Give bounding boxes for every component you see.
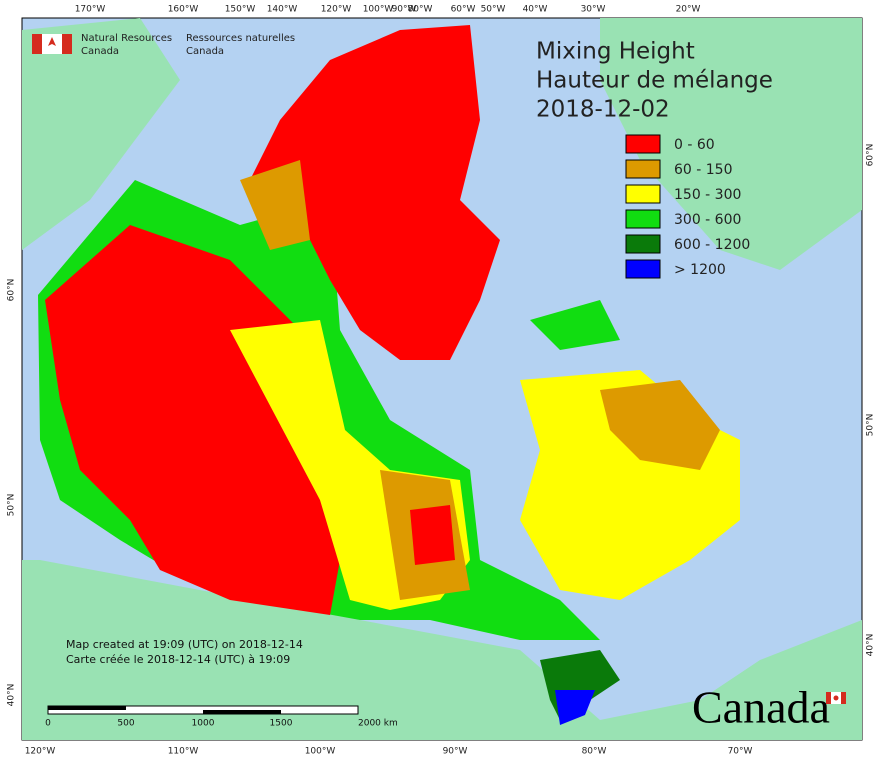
- graticule-label: 40°W: [523, 5, 548, 15]
- legend-swatch: [625, 184, 661, 204]
- graticule-label: 110°W: [168, 747, 199, 757]
- legend-label: 300 - 600: [674, 212, 741, 228]
- canada-map: [38, 25, 740, 725]
- graticule-label: 20°W: [676, 5, 701, 15]
- graticule-label: 70°W: [728, 747, 753, 757]
- scale-bar: [47, 705, 359, 715]
- graticule-label: 90°W: [392, 5, 417, 15]
- graticule-label: 170°W: [75, 5, 106, 15]
- graticule-label: 100°W: [363, 5, 394, 15]
- graticule-label: 90°W: [443, 747, 468, 757]
- graticule-label: 60°N: [7, 279, 17, 302]
- scale-label: 1500: [270, 719, 293, 729]
- graticule-label: 60°W: [451, 5, 476, 15]
- zone: [240, 160, 310, 250]
- graticule-label: 30°W: [581, 5, 606, 15]
- legend-label: 0 - 60: [674, 137, 715, 153]
- title: Hauteur de mélange: [536, 68, 773, 94]
- scale-label: 500: [117, 719, 134, 729]
- greenland: [600, 18, 862, 270]
- zone: [600, 380, 720, 470]
- wordmark-flag: [826, 692, 846, 704]
- alaska: [22, 18, 180, 250]
- legend-swatch: [625, 134, 661, 154]
- graticule-label: 50°N: [866, 414, 876, 437]
- logo-fr: Ressources naturelles: [186, 33, 295, 44]
- zone: [45, 225, 340, 615]
- graticule-label: 40°N: [7, 684, 17, 707]
- legend-label: 150 - 300: [674, 187, 741, 203]
- logo-en: Canada: [81, 46, 119, 57]
- flag: [32, 34, 72, 54]
- legend-swatch: [625, 234, 661, 254]
- background-land: [22, 18, 862, 740]
- graticule-label: 60°N: [866, 144, 876, 167]
- credit-fr: Carte créée le 2018-12-14 (UTC) à 19:09: [66, 653, 290, 666]
- zone: [555, 690, 595, 725]
- logo-en: Natural Resources: [81, 33, 172, 44]
- scale-label: 1000: [192, 719, 215, 729]
- date: 2018-12-02: [536, 97, 670, 123]
- graticule-label: 40°N: [866, 634, 876, 657]
- title: Mixing Height: [536, 39, 695, 65]
- graticule-label: 120°W: [321, 5, 352, 15]
- legend-swatch: [625, 159, 661, 179]
- graticule-label: 80°W: [408, 5, 433, 15]
- zone: [530, 300, 620, 350]
- graticule-label: 160°W: [168, 5, 199, 15]
- graticule-label: 150°W: [225, 5, 256, 15]
- graticule-label: 80°W: [582, 747, 607, 757]
- graticule-label: 120°W: [25, 747, 56, 757]
- graticule-label: 140°W: [267, 5, 298, 15]
- zone: [410, 505, 455, 565]
- wordmark: Canada: [692, 682, 830, 733]
- zone: [250, 25, 500, 360]
- legend-swatch: [625, 209, 661, 229]
- legend-swatch: [625, 259, 661, 279]
- scale-label: 2000 km: [358, 719, 398, 729]
- scale-label: 0: [45, 719, 51, 729]
- usa: [22, 560, 862, 740]
- graticule-label: 50°N: [7, 494, 17, 517]
- legend-label: 600 - 1200: [674, 237, 750, 253]
- legend-label: > 1200: [674, 262, 726, 278]
- graticule-label: 100°W: [305, 747, 336, 757]
- legend-label: 60 - 150: [674, 162, 733, 178]
- graticule-label: 50°W: [481, 5, 506, 15]
- logo-fr: Canada: [186, 46, 224, 57]
- credit-en: Map created at 19:09 (UTC) on 2018-12-14: [66, 638, 303, 651]
